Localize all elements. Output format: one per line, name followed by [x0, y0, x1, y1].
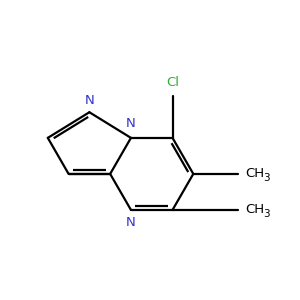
Text: N: N	[126, 216, 136, 229]
Text: Cl: Cl	[166, 76, 179, 89]
Text: N: N	[85, 94, 94, 107]
Text: CH: CH	[245, 203, 264, 216]
Text: CH: CH	[245, 167, 264, 180]
Text: 3: 3	[263, 173, 270, 183]
Text: N: N	[126, 117, 136, 130]
Text: 3: 3	[263, 209, 270, 219]
